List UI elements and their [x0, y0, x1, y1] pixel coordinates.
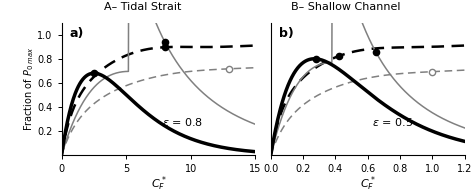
Text: B– Shallow Channel: B– Shallow Channel — [291, 2, 401, 12]
Text: b): b) — [279, 27, 293, 40]
Text: $\varepsilon$ = 0.5: $\varepsilon$ = 0.5 — [372, 116, 412, 128]
Text: $\varepsilon$ = 0.8: $\varepsilon$ = 0.8 — [162, 116, 203, 128]
Text: A– Tidal Strait: A– Tidal Strait — [103, 2, 181, 12]
Text: a): a) — [69, 27, 84, 40]
X-axis label: $C_F^*$: $C_F^*$ — [360, 174, 375, 189]
Y-axis label: Fraction of $P_{0\ max}$: Fraction of $P_{0\ max}$ — [22, 46, 36, 131]
X-axis label: $C_F^*$: $C_F^*$ — [151, 174, 166, 189]
